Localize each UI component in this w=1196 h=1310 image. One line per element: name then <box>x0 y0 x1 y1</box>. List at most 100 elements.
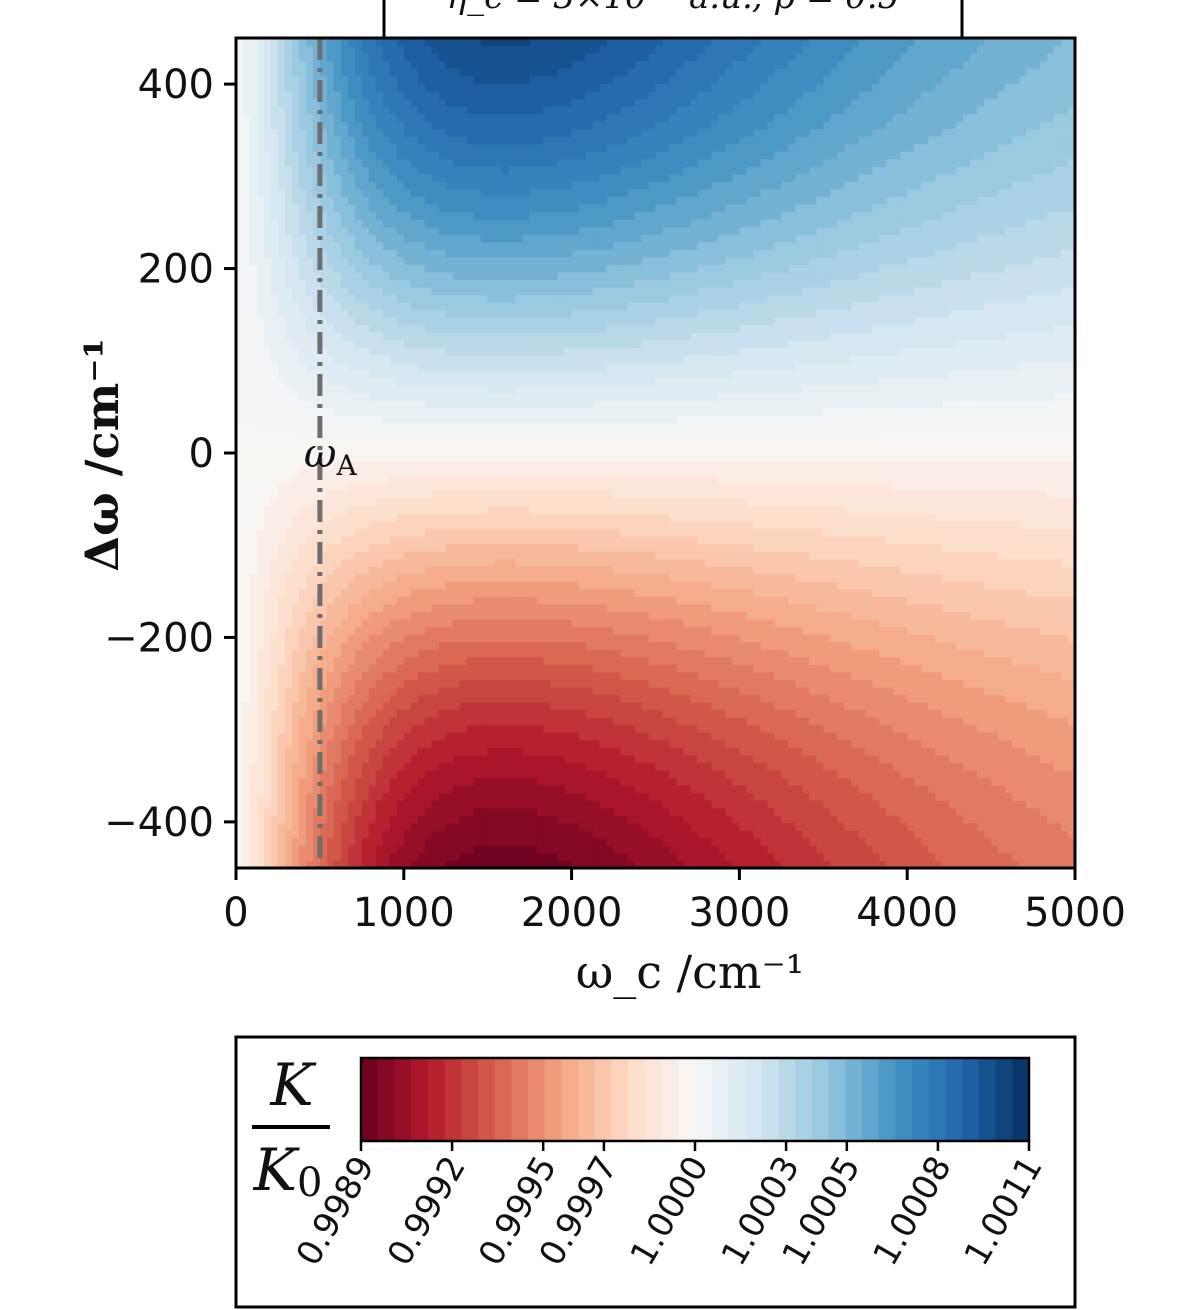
heatmap-cell <box>508 634 517 643</box>
heatmap-cell <box>389 264 398 273</box>
heatmap-cell <box>340 852 349 862</box>
heatmap-cell <box>445 166 454 175</box>
heatmap-cell <box>256 204 265 213</box>
heatmap-cell <box>270 264 279 273</box>
heatmap-cell <box>284 815 293 824</box>
heatmap-cell <box>494 121 503 130</box>
heatmap-cell <box>417 437 426 447</box>
heatmap-cell <box>361 830 370 839</box>
heatmap-cell <box>396 671 405 680</box>
heatmap-cell <box>347 158 356 167</box>
heatmap-cell <box>284 370 293 379</box>
heatmap-cell <box>298 619 307 628</box>
heatmap-cell <box>291 490 300 499</box>
heatmap-cell <box>382 166 391 175</box>
heatmap-cell <box>368 815 377 824</box>
heatmap-cell <box>431 603 440 613</box>
heatmap-cell <box>424 852 433 862</box>
heatmap-cell <box>473 347 482 356</box>
heatmap-cell <box>522 664 531 673</box>
heatmap-cell <box>326 588 335 597</box>
heatmap-cell <box>263 588 272 597</box>
heatmap-cell <box>319 211 328 220</box>
heatmap-cell <box>487 339 496 348</box>
heatmap-cell <box>319 460 328 469</box>
heatmap-cell <box>403 845 412 854</box>
heatmap-cell <box>375 581 384 590</box>
heatmap-cell <box>543 121 552 130</box>
heatmap-cell <box>242 211 251 220</box>
heatmap-cell <box>459 777 468 786</box>
heatmap-cell <box>256 181 265 190</box>
heatmap-cell <box>473 128 482 137</box>
heatmap-cell <box>536 309 545 318</box>
heatmap-cell <box>326 332 335 341</box>
heatmap-cell <box>361 437 370 447</box>
heatmap-cell <box>236 75 244 84</box>
heatmap-cell <box>305 845 314 854</box>
heatmap-cell <box>319 468 328 477</box>
heatmap-cell <box>263 739 272 748</box>
heatmap-cell <box>515 385 524 394</box>
heatmap-cell <box>236 437 244 447</box>
heatmap-cell <box>508 671 517 680</box>
heatmap-cell <box>494 143 503 152</box>
heatmap-cell <box>242 113 251 122</box>
heatmap-cell <box>389 324 398 333</box>
heatmap-cell <box>459 543 468 552</box>
heatmap-cell <box>508 90 517 99</box>
heatmap-cell <box>354 188 363 198</box>
heatmap-cell <box>431 204 440 213</box>
heatmap-cell <box>452 785 461 794</box>
heatmap-cell <box>270 664 279 673</box>
heatmap-cell <box>326 407 335 416</box>
heatmap-cell <box>396 747 405 756</box>
heatmap-cell <box>543 762 552 771</box>
heatmap-cell <box>298 324 307 333</box>
heatmap-cell <box>424 649 433 658</box>
heatmap-cell <box>529 241 538 250</box>
heatmap-cell <box>319 90 328 99</box>
heatmap-cell <box>494 105 503 115</box>
heatmap-cell <box>431 626 440 635</box>
heatmap-cell <box>291 181 300 190</box>
heatmap-cell <box>522 800 531 809</box>
heatmap-cell <box>529 309 538 318</box>
heatmap-cell <box>396 113 405 122</box>
heatmap-cell <box>326 317 335 326</box>
heatmap-cell <box>543 498 552 507</box>
heatmap-cell <box>375 837 384 846</box>
heatmap-cell <box>445 845 454 854</box>
heatmap-cell <box>424 483 433 492</box>
heatmap-cell <box>298 483 307 492</box>
heatmap-cell <box>256 505 265 514</box>
heatmap-cell <box>389 377 398 386</box>
heatmap-cell <box>375 558 384 567</box>
heatmap-cell <box>291 38 300 47</box>
heatmap-cell <box>319 596 328 605</box>
heatmap-cell <box>361 113 370 122</box>
heatmap-cell <box>326 75 335 84</box>
heatmap-cell <box>277 287 286 296</box>
heatmap-cell <box>445 634 454 643</box>
heatmap-cell <box>452 558 461 567</box>
heatmap-cell <box>340 724 349 733</box>
heatmap-cell <box>550 739 559 748</box>
heatmap-cell <box>270 588 279 597</box>
heatmap-cell <box>277 370 286 379</box>
heatmap-cell <box>403 558 412 567</box>
heatmap-cell <box>319 536 328 545</box>
heatmap-cell <box>333 45 342 54</box>
heatmap-cell <box>529 53 538 62</box>
heatmap-cell <box>445 385 454 394</box>
heatmap-cell <box>543 626 552 635</box>
heatmap-cell <box>305 852 314 862</box>
heatmap-cell <box>508 807 517 816</box>
heatmap-cell <box>375 445 384 454</box>
heatmap-cell <box>522 520 531 530</box>
heatmap-cell <box>340 702 349 711</box>
heatmap-cell <box>347 204 356 213</box>
heatmap-cell <box>522 422 531 431</box>
heatmap-cell <box>410 845 419 854</box>
heatmap-cell <box>522 498 531 507</box>
